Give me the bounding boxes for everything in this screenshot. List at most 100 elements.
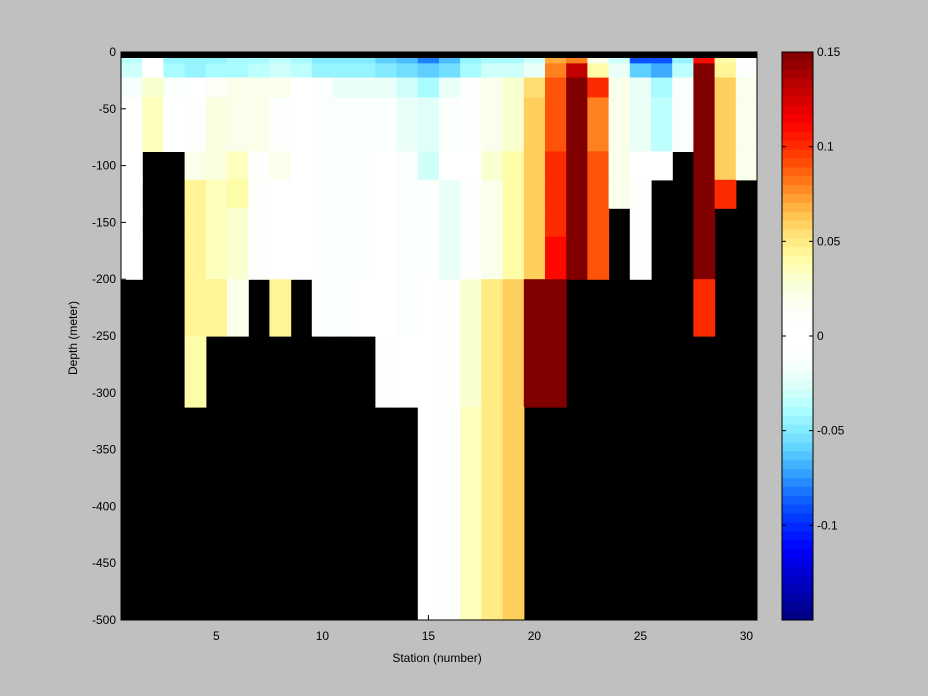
heatmap-cell [417, 63, 440, 79]
heatmap-cell [672, 97, 694, 124]
heatmap-cell [693, 97, 716, 124]
heatmap-cell [608, 151, 631, 181]
heatmap-cell [651, 123, 673, 152]
heatmap-cell [184, 279, 207, 337]
heatmap-cell [227, 77, 249, 99]
heatmap-cell [227, 123, 249, 152]
heatmap-cell [227, 179, 249, 209]
heatmap-cell [290, 123, 313, 152]
heatmap-cell [121, 179, 143, 209]
heatmap-cell [184, 179, 207, 209]
colorbar-swatch [782, 549, 813, 559]
colorbar-swatch [782, 52, 813, 62]
y-tick-label: -450 [92, 556, 116, 570]
colorbar-swatch [782, 282, 813, 293]
colorbar-swatch [782, 336, 813, 346]
heatmap-cell [396, 77, 419, 99]
heatmap-cell [227, 279, 249, 337]
heatmap-cell [735, 151, 758, 181]
heatmap-cell [311, 123, 334, 152]
heatmap-cell [333, 123, 355, 152]
colorbar-swatch [782, 486, 813, 497]
heatmap-cell [417, 279, 440, 337]
heatmap-cell [163, 63, 186, 79]
heatmap-cell [566, 97, 588, 124]
y-tick-label: -200 [92, 272, 116, 286]
heatmap-cell [523, 151, 546, 181]
y-axis: 0 -50 -100 -150 -200 -250 -300 -350 -400 -450 -500 [92, 45, 126, 627]
heatmap-cell [396, 336, 419, 408]
heatmap-cell [672, 123, 694, 152]
colorbar-swatch [782, 398, 813, 408]
heatmap-cell [693, 77, 716, 99]
heatmap-cell [227, 97, 249, 124]
heatmap-cell [333, 279, 355, 337]
colorbar-swatch [782, 194, 813, 204]
heatmap-cell [248, 97, 270, 124]
heatmap-cell [184, 97, 207, 124]
heatmap-cell [311, 77, 334, 99]
heatmap-cell [354, 208, 376, 238]
colorbar-swatch [782, 602, 813, 612]
heatmap-cell [545, 208, 567, 238]
heatmap-cell [311, 63, 334, 79]
heatmap-cell [290, 97, 313, 124]
colorbar-swatch [782, 566, 813, 577]
colorbar-swatch [782, 265, 813, 275]
heatmap-cell [269, 77, 292, 99]
heatmap-cell [121, 77, 143, 99]
heatmap-cell [714, 179, 737, 209]
heatmap-cell [269, 97, 292, 124]
colorbar-swatch [782, 327, 813, 337]
heatmap-cell [269, 208, 292, 238]
colorbar-swatch [782, 451, 813, 461]
colorbar-tick-label: 0.1 [817, 140, 834, 154]
heatmap-cell [375, 77, 398, 99]
heatmap-cell [311, 179, 334, 209]
heatmap-cell [205, 208, 228, 238]
heatmap-cell [290, 179, 313, 209]
heatmap-cell [693, 151, 716, 181]
colorbar-swatch [782, 433, 813, 444]
heatmap-cell [566, 208, 588, 238]
heatmap-cell [121, 97, 143, 124]
heatmap-cell [587, 123, 610, 152]
heatmap-cell [227, 151, 249, 181]
colorbar-swatch [782, 309, 813, 319]
colorbar-tick-label: 0 [817, 329, 824, 343]
heatmap-cell [608, 77, 631, 99]
heatmap-cell [184, 63, 207, 79]
heatmap-cell [545, 151, 567, 181]
heatmap-cell [396, 123, 419, 152]
colorbar-swatch [782, 415, 813, 426]
heatmap-cell [608, 97, 631, 124]
heatmap-cell [523, 97, 546, 124]
colorbar-swatch [782, 469, 813, 479]
heatmap-cell [375, 151, 398, 181]
heatmap-cell [205, 97, 228, 124]
heatmap-cell [502, 63, 525, 79]
heatmap-cell [651, 151, 673, 181]
colorbar-swatch [782, 540, 813, 550]
heatmap-cell [184, 336, 207, 408]
heatmap-cell [693, 123, 716, 152]
y-tick-label: 0 [109, 45, 116, 59]
heatmap-cell [184, 236, 207, 280]
heatmap-cell [460, 179, 482, 209]
heatmap-cell [566, 63, 588, 79]
colorbar-swatch [782, 229, 813, 239]
colorbar-swatch [782, 176, 813, 186]
heatmap-cell [417, 336, 440, 408]
heatmap-cell [735, 123, 758, 152]
colorbar-swatch [782, 247, 813, 257]
heatmap-cell [460, 236, 482, 280]
colorbar-swatch [782, 60, 813, 71]
heatmap-cell [269, 123, 292, 152]
heatmap-cell [142, 77, 164, 99]
heatmap-cell [269, 236, 292, 280]
heatmap-cell [417, 236, 440, 280]
heatmap-cell [375, 236, 398, 280]
colorbar-swatch [782, 202, 813, 213]
heatmap-cell [121, 151, 143, 181]
